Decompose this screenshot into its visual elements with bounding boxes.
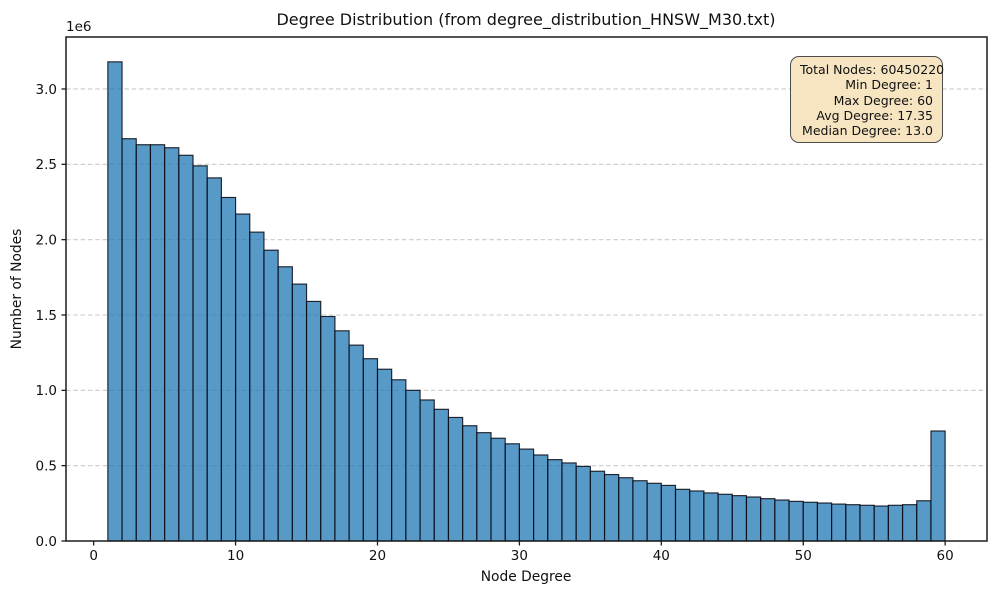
stats-line-total-nodes: Total Nodes: 60450220: [800, 62, 945, 77]
histogram-bar: [107, 61, 123, 542]
stats-line-max-degree: Max Degree: 60: [833, 92, 933, 108]
histogram-bar: [376, 368, 393, 542]
histogram-bar: [206, 177, 222, 542]
y-tick-label: 2.5: [36, 157, 57, 173]
histogram-bar: [660, 484, 677, 542]
histogram-bar: [518, 448, 535, 542]
histogram-bar: [816, 502, 833, 542]
stats-line-min-degree: Min Degree: 1: [845, 77, 933, 93]
histogram-bar: [731, 495, 748, 542]
histogram-bar: [447, 416, 464, 542]
histogram-bar: [235, 213, 251, 542]
histogram-bar: [320, 315, 336, 542]
y-tick-label: 3.0: [36, 82, 57, 98]
x-tick-label: 40: [653, 548, 670, 564]
histogram-bar: [674, 488, 691, 542]
histogram-bar: [887, 504, 904, 542]
histogram-bar: [845, 504, 861, 542]
histogram-bar: [362, 358, 379, 542]
histogram-bar: [305, 300, 322, 542]
histogram-bar: [760, 498, 776, 542]
y-tick-label: 0.0: [36, 534, 57, 550]
y-tick-label: 1.5: [36, 308, 57, 324]
x-axis-label: Node Degree: [480, 569, 572, 585]
histogram-bar: [831, 503, 847, 542]
plot-area: 0 10 20 30 40 50 60 0.0 0.5 1.0 1.5 2.0 2.5 3.0: [36, 36, 988, 564]
histogram-bar: [405, 389, 421, 542]
stats-line-median-degree: Median Degree: 13.0: [802, 123, 933, 139]
histogram-bar: [575, 465, 591, 542]
stats-line-avg-degree: Avg Degree: 17.35: [816, 107, 933, 123]
histogram-bar: [178, 154, 194, 542]
y-tick-label: 0.5: [36, 458, 57, 474]
histogram-bar: [164, 147, 180, 542]
x-tick-label: 50: [795, 548, 812, 564]
histogram-bar: [745, 496, 762, 542]
histogram-bar: [561, 462, 577, 542]
histogram-bar: [646, 482, 662, 542]
histogram-bar: [291, 283, 308, 542]
histogram-bar: [192, 165, 208, 542]
histogram-bar: [632, 480, 648, 542]
x-tick-label: 60: [937, 548, 954, 564]
histogram-bar: [348, 344, 364, 542]
histogram-bar: [334, 330, 350, 542]
y-axis-label: Number of Nodes: [9, 228, 25, 350]
histogram-bar: [490, 437, 506, 542]
histogram-bar: [533, 454, 549, 542]
x-tick-label: 20: [369, 548, 386, 564]
x-tick-label: 30: [511, 548, 528, 564]
y-tick-label: 2.0: [36, 232, 57, 248]
histogram-bar: [901, 504, 918, 542]
histogram-bar: [774, 499, 790, 542]
histogram-bar: [135, 144, 152, 542]
histogram-bar: [618, 477, 634, 542]
histogram-bar: [788, 500, 804, 542]
histogram-bar: [121, 138, 137, 542]
histogram-bar: [249, 231, 265, 542]
y-axis-offset-label: 1e6: [66, 19, 92, 35]
x-tick-label: 10: [227, 548, 244, 564]
histogram-bar: [433, 408, 450, 542]
histogram-bar: [263, 249, 279, 542]
histogram-bar: [802, 501, 818, 542]
histogram-bar: [859, 504, 875, 542]
y-tick-label: 1.0: [36, 383, 57, 399]
histogram-bar: [462, 425, 478, 542]
histogram-bar: [717, 493, 733, 542]
plot-border: [65, 36, 988, 542]
histogram-bar: [391, 379, 407, 542]
x-tick-label: 0: [89, 548, 98, 564]
histogram-bar: [603, 473, 620, 542]
histogram-bar: [547, 459, 563, 542]
chart-title: Degree Distribution (from degree_distrib…: [276, 10, 776, 29]
histogram-bar: [703, 492, 719, 542]
histogram-bar: [504, 443, 520, 542]
histogram-bar: [916, 500, 932, 542]
histogram-bar: [476, 432, 492, 542]
histogram-bar: [149, 144, 166, 542]
histogram-bar: [689, 490, 705, 542]
histogram-svg: 0 10 20 30 40 50 60 0.0 0.5 1.0 1.5 2.0 2.5 3.0: [36, 36, 988, 564]
histogram-bar: [589, 470, 606, 542]
histogram-bar: [277, 266, 293, 542]
histogram-bar: [873, 505, 889, 542]
stats-box: Total Nodes: 60450220 Min Degree: 1 Max …: [790, 56, 945, 143]
histogram-bar: [930, 430, 946, 542]
histogram-bar: [419, 399, 435, 542]
histogram-bar: [220, 196, 237, 542]
